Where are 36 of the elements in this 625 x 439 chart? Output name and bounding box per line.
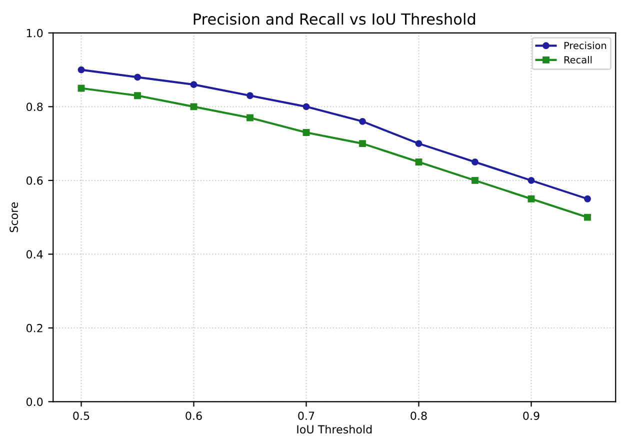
x-tick-label: 0.8 bbox=[410, 412, 427, 420]
legend-label: Precision bbox=[564, 42, 606, 50]
point bbox=[359, 118, 366, 125]
point bbox=[246, 114, 254, 122]
point bbox=[302, 129, 310, 136]
y-tick-label: 0.4 bbox=[26, 250, 43, 259]
point bbox=[78, 84, 85, 92]
point bbox=[584, 195, 591, 202]
legend-label: Recall bbox=[564, 56, 592, 64]
point bbox=[190, 81, 198, 88]
point bbox=[134, 92, 141, 100]
y-axis-title: Score bbox=[10, 202, 18, 232]
y-tick-label: 0.2 bbox=[26, 324, 42, 332]
point bbox=[472, 176, 478, 184]
x-tick-label: 0.9 bbox=[523, 412, 540, 420]
point bbox=[528, 176, 535, 184]
x-axis-title: IoU Threshold bbox=[297, 424, 372, 434]
point bbox=[528, 195, 535, 202]
y-tick-label: 0.0 bbox=[26, 398, 43, 406]
point bbox=[302, 103, 310, 110]
point bbox=[134, 74, 141, 81]
x-tick-label: 0.6 bbox=[186, 412, 202, 420]
point bbox=[584, 214, 591, 221]
point bbox=[246, 92, 254, 100]
y-tick-label: 0.6 bbox=[26, 176, 43, 185]
x-tick-label: 0.7 bbox=[298, 412, 314, 420]
chart-title: Precision and Recall vs IoU Threshold bbox=[194, 12, 476, 25]
x-tick-label: 0.5 bbox=[73, 412, 90, 420]
point bbox=[472, 158, 478, 166]
point bbox=[415, 158, 422, 166]
point bbox=[78, 66, 85, 74]
point bbox=[190, 103, 198, 110]
point bbox=[359, 140, 366, 148]
y-tick-label: 0.8 bbox=[26, 102, 43, 112]
point bbox=[415, 140, 422, 148]
y-tick-label: 1.0 bbox=[26, 28, 43, 38]
